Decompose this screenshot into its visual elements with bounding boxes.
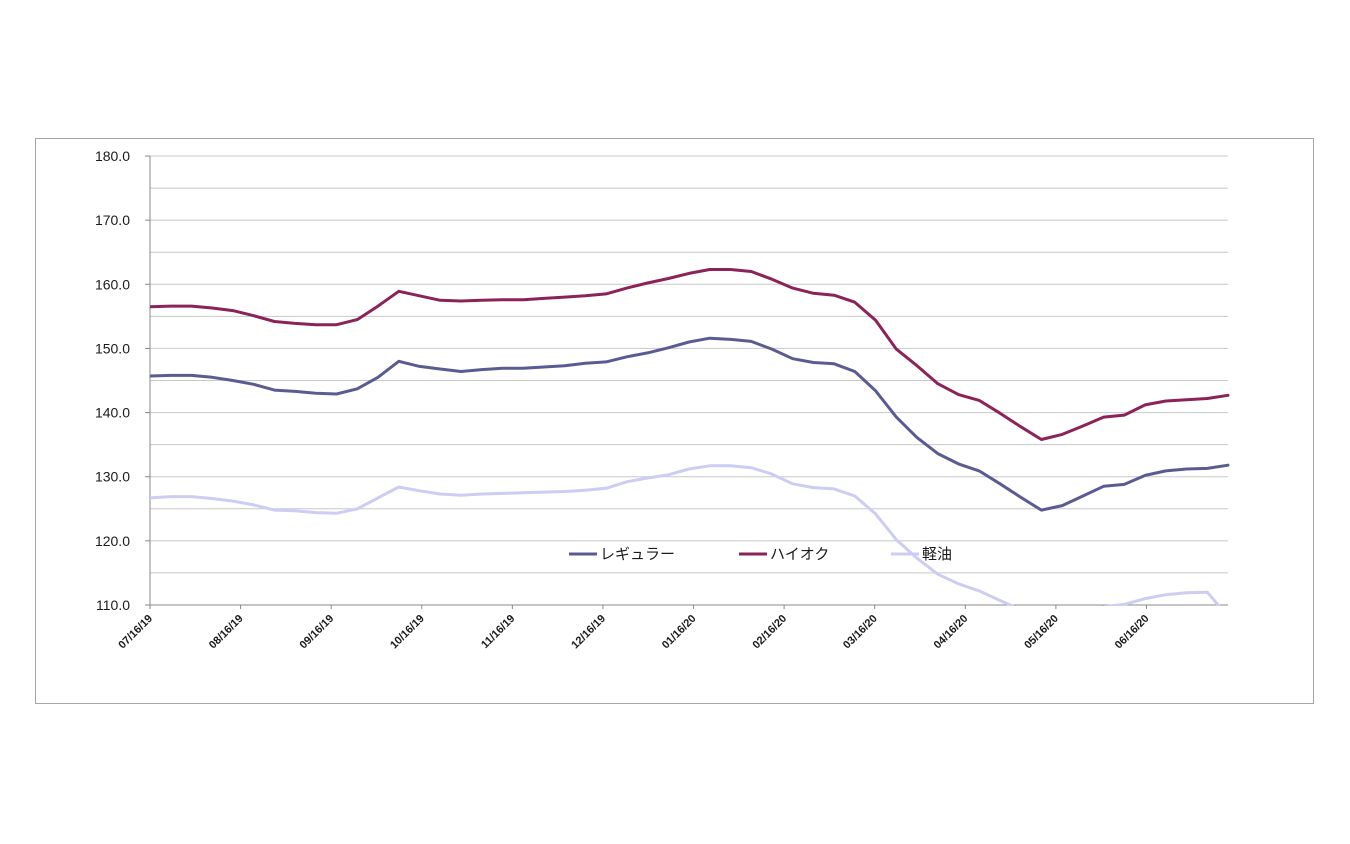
- x-tick-label: 02/16/20: [750, 613, 789, 652]
- y-tick-label: 160.0: [95, 276, 130, 292]
- gridlines: [150, 155, 1228, 574]
- y-tick-label: 110.0: [96, 597, 130, 613]
- x-tick-label: 07/16/19: [116, 613, 155, 652]
- line-chart: 110.0 120.0 130.0 140.0 150.0 160.0 170.0 180.0…: [95, 148, 1230, 652]
- legend-label: レギュラー: [600, 546, 675, 563]
- x-tick-label: 09/16/19: [298, 613, 337, 652]
- x-axis-tick-labels: 07/16/19 08/16/19 09/16/19 10/16/19 11/16/19…: [116, 613, 1151, 652]
- x-tick-label: 06/16/20: [1113, 613, 1152, 652]
- x-tick-label: 08/16/19: [207, 613, 246, 652]
- x-tick-label: 03/16/20: [841, 613, 880, 652]
- y-tick-label: 150.0: [95, 340, 130, 356]
- chart-frame: 110.0 120.0 130.0 140.0 150.0 160.0 170.0 180.0…: [35, 138, 1314, 704]
- y-axis-tick-labels: 110.0 120.0 130.0 140.0 150.0 160.0 170.0 180.0: [95, 148, 130, 613]
- legend-label: ハイオク: [770, 546, 829, 563]
- series-line-2: [150, 464, 1222, 606]
- x-tick-label: 01/16/20: [660, 613, 699, 652]
- y-tick-label: 120.0: [95, 533, 130, 549]
- y-tick-label: 130.0: [95, 469, 130, 485]
- y-tick-label: 170.0: [95, 212, 130, 228]
- x-tick-label: 05/16/20: [1022, 613, 1061, 652]
- series-line-1: [150, 268, 1230, 441]
- y-tick-label: 180.0: [95, 148, 130, 164]
- series-line-0: [150, 336, 1230, 512]
- series-lines: [150, 268, 1230, 606]
- legend-label: 軽油: [922, 546, 952, 563]
- y-tick-label: 140.0: [95, 405, 130, 421]
- x-tick-label: 10/16/19: [388, 613, 427, 652]
- x-tick-label: 04/16/20: [932, 613, 971, 652]
- legend: レギュラー ハイオク 軽油: [569, 546, 952, 563]
- x-tick-label: 12/16/19: [569, 613, 608, 652]
- axes: [145, 155, 1228, 609]
- x-tick-label: 11/16/19: [479, 613, 517, 651]
